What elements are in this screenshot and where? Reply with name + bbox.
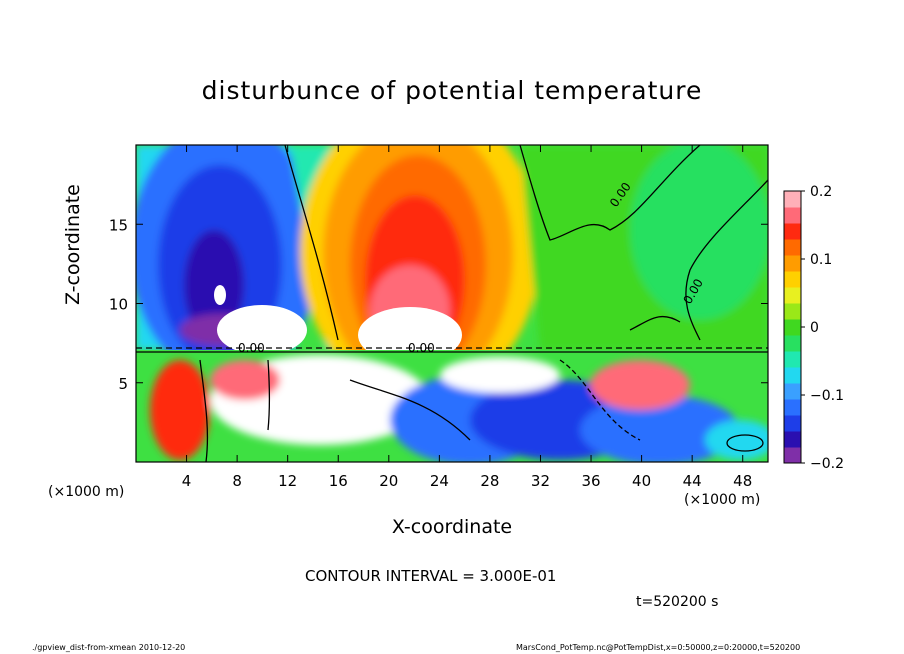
colorbar-tick-label: 0 (810, 320, 819, 336)
x-tick-label: 48 (733, 472, 752, 490)
contour-label: 0.00 (238, 341, 265, 355)
colorbar-tick-label: 0.1 (810, 252, 832, 268)
x-tick-label: 20 (379, 472, 398, 490)
x-tick-label: 36 (581, 472, 600, 490)
colorbar-swatch (784, 303, 801, 320)
chart-title: disturbunce of potential temperature (201, 76, 703, 105)
colorbar-swatch (784, 399, 801, 416)
colorbar-swatch (784, 367, 801, 384)
colorbar-swatch (784, 415, 801, 432)
x-tick-label: 4 (182, 472, 192, 490)
x-tick-label: 44 (683, 472, 702, 490)
contour-label: 0.00 (408, 341, 435, 355)
y-axis-unit: (×1000 m) (48, 484, 125, 500)
x-tick-label: 24 (430, 472, 449, 490)
x-tick-label: 12 (278, 472, 297, 490)
colorbar-swatch (784, 271, 801, 288)
colorbar-swatch (784, 431, 801, 448)
x-tick-label: 40 (632, 472, 651, 490)
footer-left: ./gpview_dist-from-xmean 2010-12-20 (32, 643, 186, 652)
y-tick-label: 10 (109, 296, 128, 314)
colorbar-tick-label: −0.1 (810, 388, 844, 404)
x-tick-label: 8 (232, 472, 242, 490)
colorbar-swatch (784, 287, 801, 304)
footer-right: MarsCond_PotTemp.nc@PotTempDist,x=0:5000… (516, 643, 801, 652)
x-tick-label: 28 (480, 472, 499, 490)
y-tick-label: 15 (109, 216, 128, 234)
colorbar-swatch (784, 255, 801, 272)
time-label: t=520200 s (636, 594, 719, 610)
x-axis-label: X-coordinate (391, 516, 513, 538)
colorbar-tick-label: 0.2 (810, 184, 832, 200)
contour-interval-text: CONTOUR INTERVAL = 3.000E-01 (305, 567, 557, 585)
colorbar-swatch (784, 191, 801, 208)
colorbar-swatch (784, 351, 801, 368)
colorbar-swatch (784, 223, 801, 240)
x-tick-label: 16 (329, 472, 348, 490)
colorbar-swatch (784, 239, 801, 256)
y-tick-label: 5 (118, 375, 128, 393)
colorbar: 0.2 0.1 0 −0.1 −0.2 (783, 184, 844, 472)
colorbar-swatch (784, 319, 801, 336)
colorbar-swatch (784, 447, 801, 464)
colorbar-swatch (784, 335, 801, 352)
colorbar-tick-label: −0.2 (810, 456, 844, 472)
y-axis-label: Z-coordinate (62, 184, 84, 305)
x-axis-unit: (×1000 m) (684, 492, 761, 508)
colorbar-swatch (784, 207, 801, 224)
x-tick-label: 32 (531, 472, 550, 490)
colorbar-swatch (784, 383, 801, 400)
heatmap-field (136, 145, 768, 462)
